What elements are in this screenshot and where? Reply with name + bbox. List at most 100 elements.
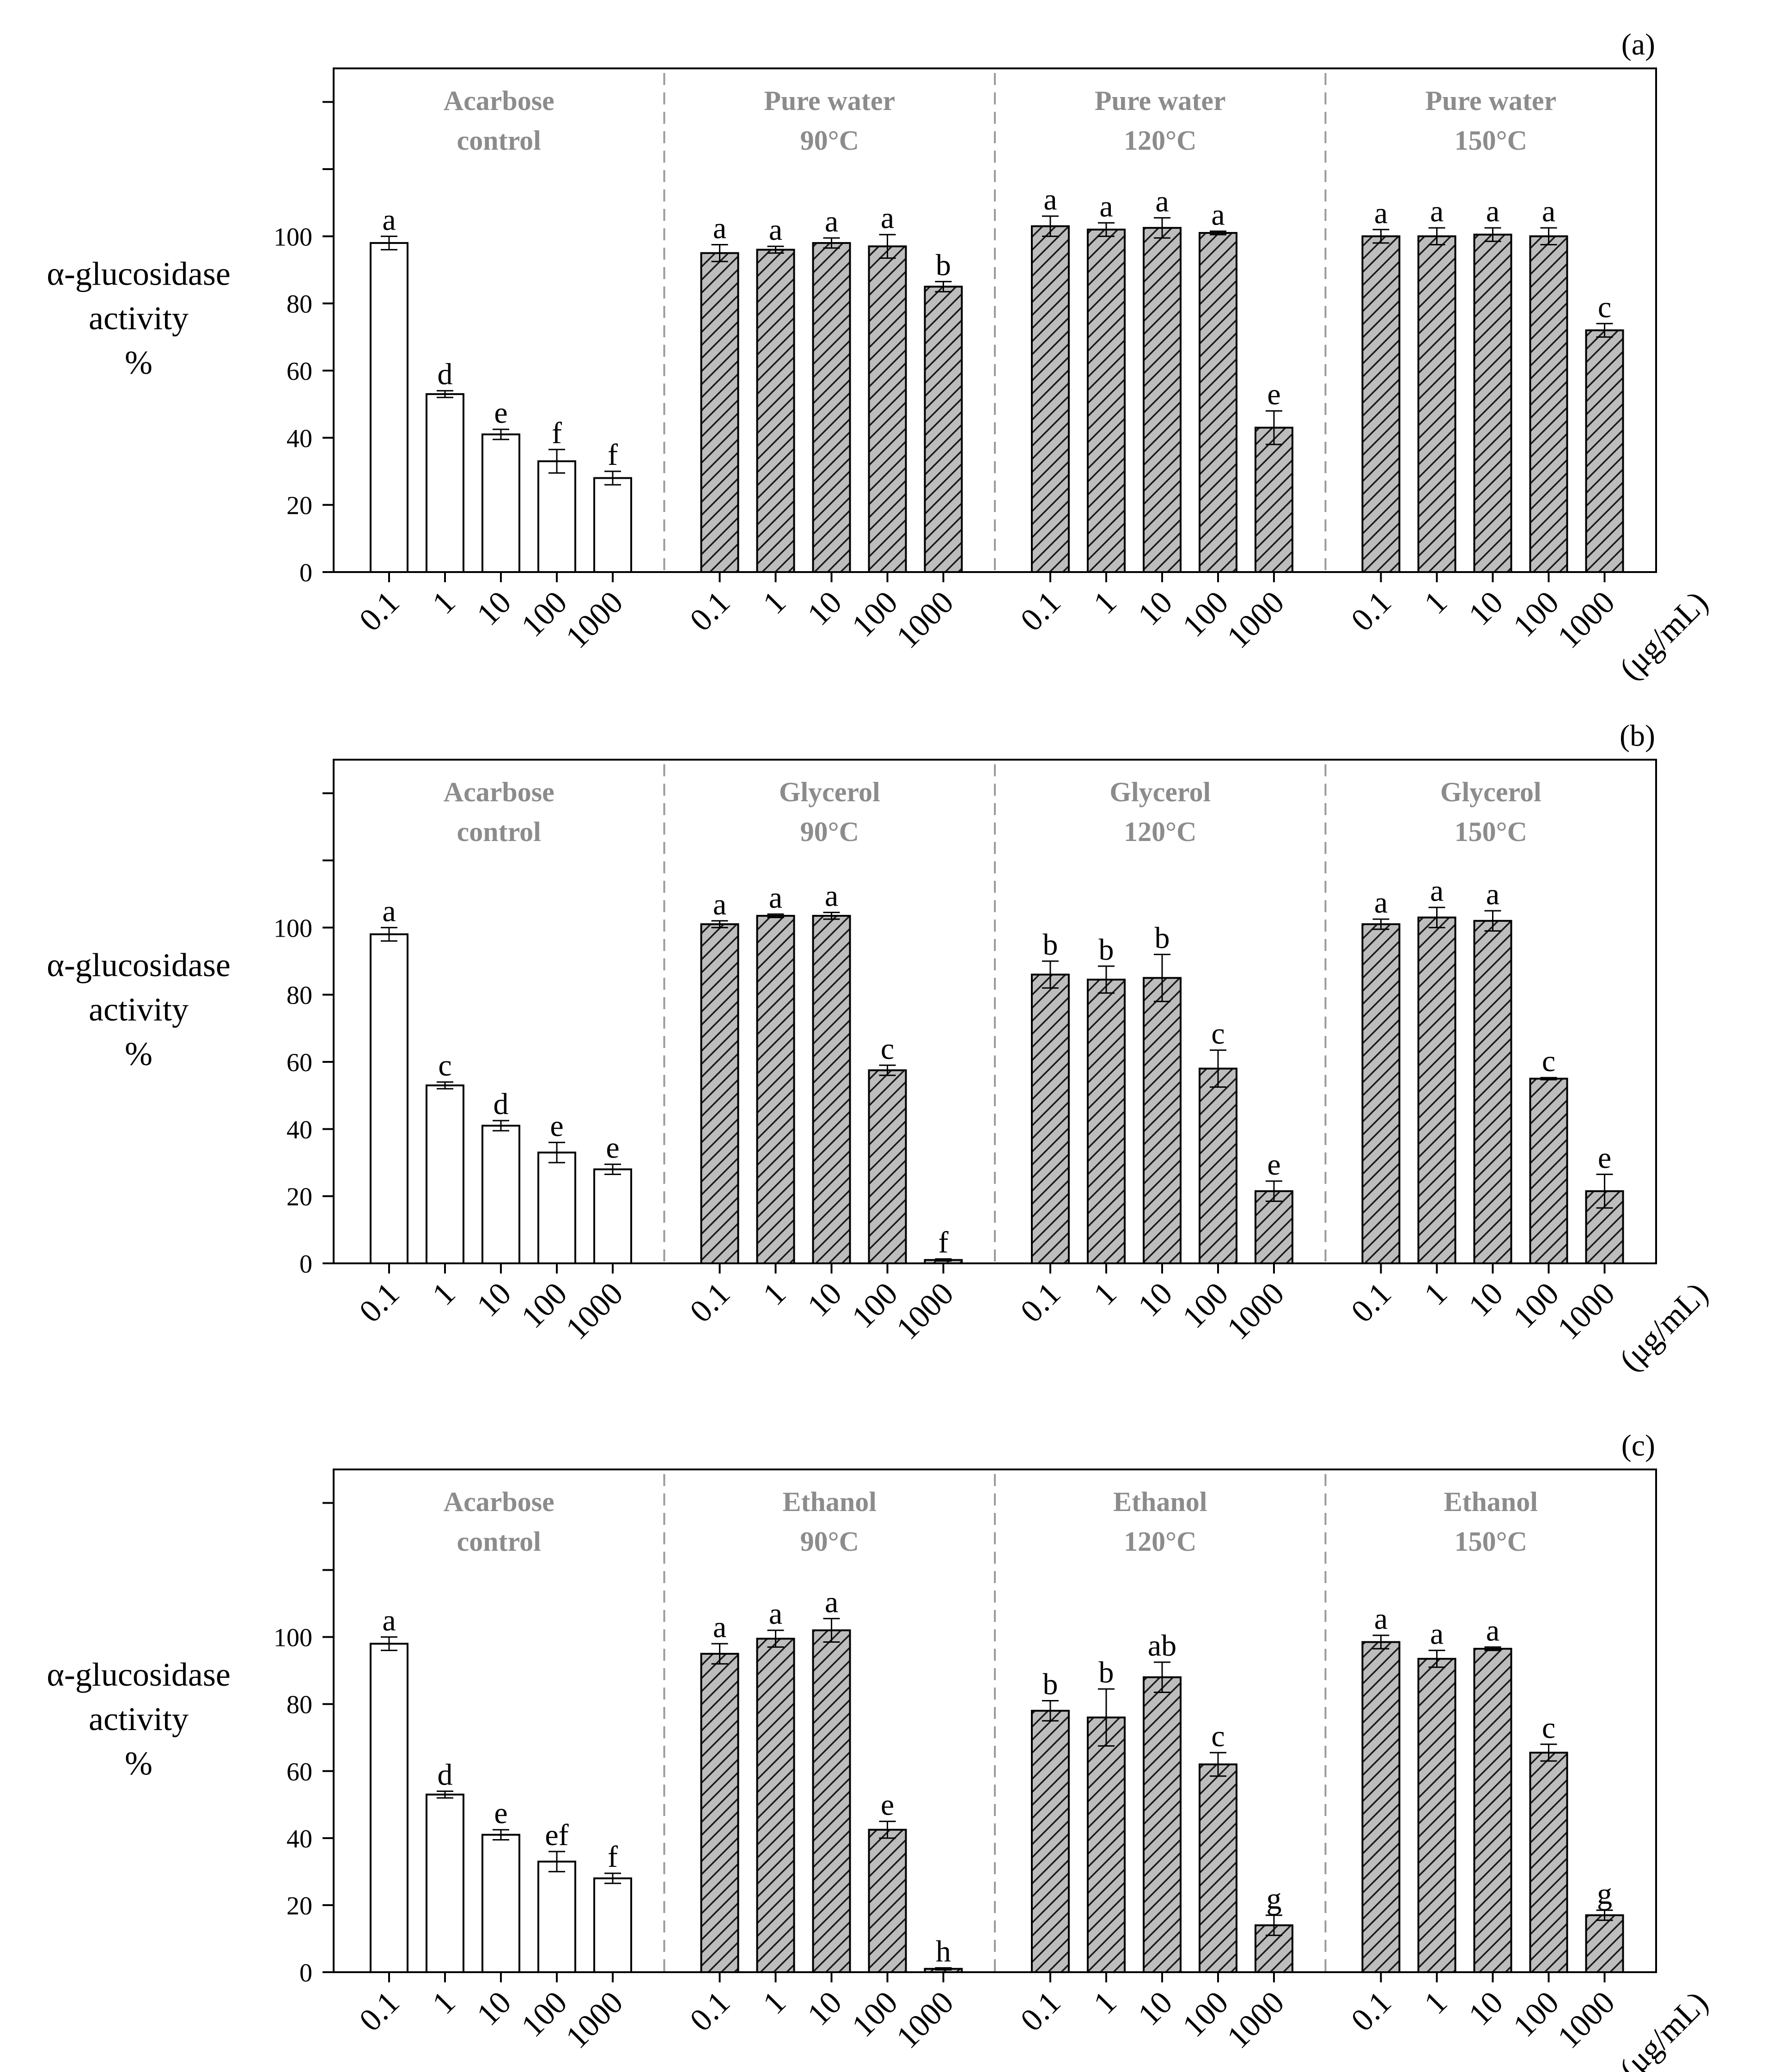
group-title: Glycerol bbox=[1440, 777, 1542, 807]
x-tick-label: 1 bbox=[1087, 585, 1123, 621]
bar bbox=[1473, 1648, 1512, 1973]
significance-letter: a bbox=[713, 888, 726, 921]
bar bbox=[1255, 427, 1293, 573]
bar bbox=[1361, 923, 1401, 1264]
group-title: 90°C bbox=[800, 1526, 859, 1557]
significance-letter: e bbox=[606, 1131, 619, 1165]
significance-letter: a bbox=[1043, 183, 1057, 217]
y-tick-label: 100 bbox=[274, 1624, 312, 1652]
x-tick-label: 1 bbox=[1087, 1276, 1123, 1312]
bar bbox=[700, 923, 739, 1264]
bar bbox=[537, 460, 576, 573]
x-tick-label: 0.1 bbox=[683, 1276, 737, 1329]
y-axis-label: activity bbox=[89, 1700, 189, 1737]
y-tick-label: 60 bbox=[286, 1758, 312, 1786]
significance-letter: a bbox=[1211, 198, 1225, 232]
bar bbox=[756, 249, 795, 573]
significance-letter: a bbox=[1486, 195, 1499, 228]
significance-letter: b bbox=[1043, 1667, 1058, 1701]
bar bbox=[1361, 1641, 1401, 1973]
y-tick-label: 0 bbox=[299, 1959, 312, 1987]
x-tick-label: 1000 bbox=[1551, 585, 1621, 655]
bar bbox=[812, 914, 851, 1264]
y-axis-label: % bbox=[125, 344, 152, 381]
bar bbox=[924, 286, 963, 573]
bar bbox=[481, 1125, 520, 1264]
x-tick-label: 10 bbox=[801, 1276, 849, 1324]
group-title: Ethanol bbox=[1444, 1487, 1538, 1517]
x-tick-label: 10 bbox=[1462, 585, 1510, 633]
bar bbox=[370, 242, 408, 573]
group-title: 150°C bbox=[1455, 125, 1527, 156]
plot-frame bbox=[333, 759, 1657, 1264]
significance-letter: a bbox=[1486, 878, 1499, 911]
bar bbox=[537, 1860, 576, 1973]
y-tick-label: 80 bbox=[286, 981, 312, 1010]
x-tick-label: 10 bbox=[470, 585, 518, 633]
y-tick-label: 20 bbox=[286, 1892, 312, 1920]
significance-letter: a bbox=[382, 894, 396, 928]
y-tick-label: 60 bbox=[286, 1048, 312, 1077]
significance-letter: a bbox=[713, 1610, 726, 1644]
bar bbox=[1417, 916, 1456, 1264]
panel-label: (a) bbox=[1621, 28, 1655, 61]
significance-letter: d bbox=[494, 1087, 509, 1121]
x-tick-label: 0.1 bbox=[1014, 1985, 1067, 2038]
significance-letter: a bbox=[1155, 184, 1169, 218]
y-axis-label: % bbox=[125, 1036, 152, 1073]
x-tick-label: 1 bbox=[756, 1985, 793, 2021]
chart-panel-a: (a) 0 20 40 60 80 100 α-glucosidase activity% Aca… bbox=[47, 28, 1715, 687]
significance-letter: d bbox=[438, 1758, 453, 1792]
x-tick-label: 0.1 bbox=[1344, 1985, 1398, 2038]
x-tick-label: 10 bbox=[1462, 1276, 1510, 1324]
bar bbox=[868, 1069, 907, 1265]
x-tick-label: 1000 bbox=[1551, 1276, 1621, 1347]
bar bbox=[1361, 235, 1401, 573]
significance-letter: c bbox=[1211, 1719, 1225, 1753]
significance-letter: e bbox=[550, 1109, 563, 1143]
x-tick-label: 1 bbox=[1087, 1985, 1123, 2021]
significance-letter: b bbox=[1099, 1656, 1114, 1689]
y-axis-label: α-glucosidase bbox=[47, 256, 231, 293]
bar bbox=[868, 1828, 907, 1974]
significance-letter: d bbox=[438, 358, 453, 391]
x-tick-label: 1 bbox=[756, 1276, 793, 1312]
significance-letter: a bbox=[825, 879, 838, 913]
bar bbox=[868, 245, 907, 573]
group-title: 90°C bbox=[800, 817, 859, 847]
y-tick-label: 100 bbox=[274, 914, 312, 943]
group-title: Pure water bbox=[1095, 85, 1226, 116]
group-title: control bbox=[457, 125, 541, 156]
y-tick-label: 80 bbox=[286, 290, 312, 319]
group-title: Acarbose bbox=[444, 777, 554, 807]
significance-letter: b bbox=[1043, 928, 1058, 962]
y-axis-label: α-glucosidase bbox=[47, 947, 231, 984]
bar bbox=[1529, 235, 1568, 573]
significance-letter: a bbox=[825, 205, 838, 238]
bar bbox=[756, 1638, 795, 1973]
y-tick-label: 40 bbox=[286, 1115, 312, 1144]
significance-letter: a bbox=[769, 881, 782, 914]
x-tick-label: 10 bbox=[470, 1276, 518, 1324]
bar bbox=[1087, 228, 1126, 573]
bar bbox=[1087, 1716, 1126, 1973]
bar bbox=[593, 1877, 632, 1974]
x-tick-label: 0.1 bbox=[683, 1985, 737, 2038]
x-tick-label: 10 bbox=[1131, 1276, 1179, 1324]
x-tick-label: 10 bbox=[801, 585, 849, 633]
x-tick-label: 1 bbox=[426, 1985, 462, 2021]
significance-letter: f bbox=[552, 416, 562, 450]
x-tick-label: 0.1 bbox=[353, 585, 406, 638]
plot-frame bbox=[333, 1469, 1657, 1973]
bar bbox=[1473, 920, 1512, 1265]
group-title: 120°C bbox=[1124, 125, 1196, 156]
bar bbox=[1031, 1710, 1070, 1973]
significance-letter: c bbox=[438, 1049, 451, 1083]
panel-label: (c) bbox=[1621, 1429, 1655, 1463]
x-tick-label: 1000 bbox=[559, 1276, 630, 1347]
bar bbox=[700, 252, 739, 573]
y-tick-label: 40 bbox=[286, 424, 312, 453]
bar bbox=[593, 477, 632, 573]
bar bbox=[1529, 1078, 1568, 1264]
group-title: 120°C bbox=[1124, 817, 1196, 847]
